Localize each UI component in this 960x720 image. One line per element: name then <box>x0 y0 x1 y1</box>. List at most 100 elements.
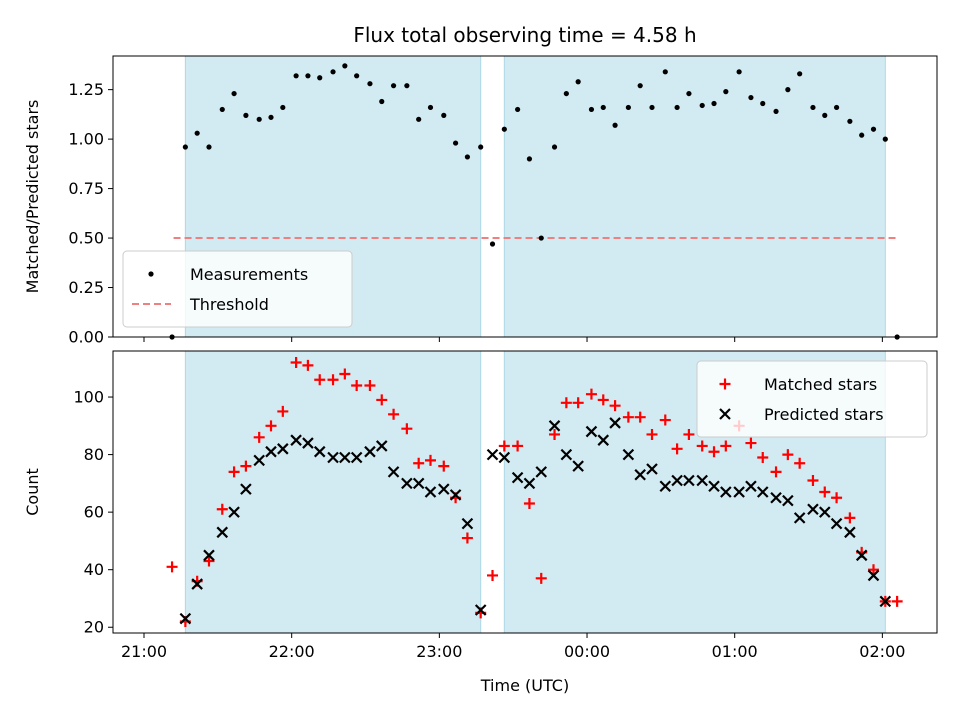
y-tick-label: 0.50 <box>68 229 104 248</box>
data-point <box>231 90 237 97</box>
data-point <box>773 108 779 115</box>
data-point <box>501 126 507 132</box>
data-point <box>401 423 413 435</box>
data-point <box>452 140 459 146</box>
plot-frame <box>112 55 938 338</box>
data-point <box>659 414 671 426</box>
data-point <box>686 90 692 97</box>
y-tick-label: 1.25 <box>68 80 104 99</box>
data-point <box>413 457 425 469</box>
data-point <box>822 112 828 118</box>
data-point <box>464 154 471 160</box>
data-point <box>551 144 558 150</box>
data-point <box>634 468 646 481</box>
data-point <box>736 69 742 75</box>
data-point <box>855 549 868 562</box>
data-point <box>830 517 843 530</box>
data-point <box>412 477 425 490</box>
data-point <box>179 612 192 625</box>
data-point <box>549 428 561 440</box>
data-point <box>720 486 732 498</box>
data-point <box>733 486 745 498</box>
data-point <box>364 445 376 458</box>
data-point <box>216 503 228 515</box>
data-point <box>879 595 892 608</box>
data-point <box>240 483 252 495</box>
data-point <box>228 466 240 478</box>
data-point <box>515 106 521 113</box>
data-point <box>785 87 791 93</box>
legend-box <box>696 360 928 438</box>
x-axis-label: Time (UTC) <box>480 676 569 695</box>
data-point <box>807 503 819 516</box>
legend-box <box>122 250 353 328</box>
data-point <box>512 440 524 452</box>
data-point <box>745 437 757 449</box>
data-point <box>523 498 535 510</box>
data-point <box>265 420 277 432</box>
data-point <box>748 94 754 101</box>
data-point <box>649 104 655 111</box>
plot-frame <box>112 350 938 634</box>
data-point <box>375 440 388 452</box>
y-tick-label: 100 <box>73 388 104 407</box>
data-point <box>847 118 853 124</box>
data-point <box>572 460 584 472</box>
data-point <box>882 136 888 142</box>
data-point <box>487 569 499 581</box>
data-point <box>243 112 249 118</box>
data-point <box>290 434 302 446</box>
data-point <box>646 463 658 475</box>
data-point <box>819 486 831 498</box>
data-point <box>313 445 326 458</box>
data-point <box>674 104 680 111</box>
data-point <box>498 451 511 464</box>
data-point <box>696 474 708 487</box>
data-point <box>489 241 496 247</box>
data-point <box>572 397 584 409</box>
data-point <box>191 578 203 590</box>
data-point <box>401 477 413 490</box>
legend-label: Measurements <box>190 265 308 284</box>
data-point <box>203 549 215 562</box>
data-point <box>637 83 643 89</box>
y-tick-label: 0.00 <box>68 328 104 347</box>
y-tick-label: 20 <box>84 618 104 637</box>
x-tick-label: 22:00 <box>269 642 315 661</box>
data-point <box>831 492 843 504</box>
data-point <box>478 144 484 150</box>
legend: Measurements Threshold <box>122 250 353 328</box>
data-point <box>708 446 720 458</box>
data-point <box>634 411 646 423</box>
data-point <box>622 448 635 461</box>
data-point <box>166 561 178 573</box>
data-point <box>305 73 311 79</box>
data-point <box>416 116 422 122</box>
data-point <box>662 69 668 75</box>
data-point <box>770 491 782 504</box>
legend-label: Threshold <box>189 295 269 314</box>
data-point <box>228 506 240 518</box>
data-point <box>203 555 215 567</box>
data-point <box>424 486 437 498</box>
data-point <box>253 431 265 443</box>
data-point <box>280 104 286 111</box>
data-point <box>683 428 695 440</box>
data-point <box>404 83 410 89</box>
data-point <box>671 474 683 487</box>
y-tick-label: 0.25 <box>68 278 104 297</box>
data-point <box>609 400 621 412</box>
data-point <box>844 512 856 524</box>
data-point <box>548 420 561 432</box>
data-point <box>350 451 363 464</box>
data-point <box>253 454 265 467</box>
data-point <box>723 89 729 95</box>
data-point <box>339 451 351 464</box>
data-point <box>330 69 336 75</box>
data-point <box>216 526 229 539</box>
data-point <box>367 81 373 87</box>
series-predicted-stars <box>179 417 892 625</box>
y-tick-label: 60 <box>84 503 104 522</box>
data-point <box>671 443 683 455</box>
y-axis-label: Matched/Predicted stars <box>23 100 42 294</box>
